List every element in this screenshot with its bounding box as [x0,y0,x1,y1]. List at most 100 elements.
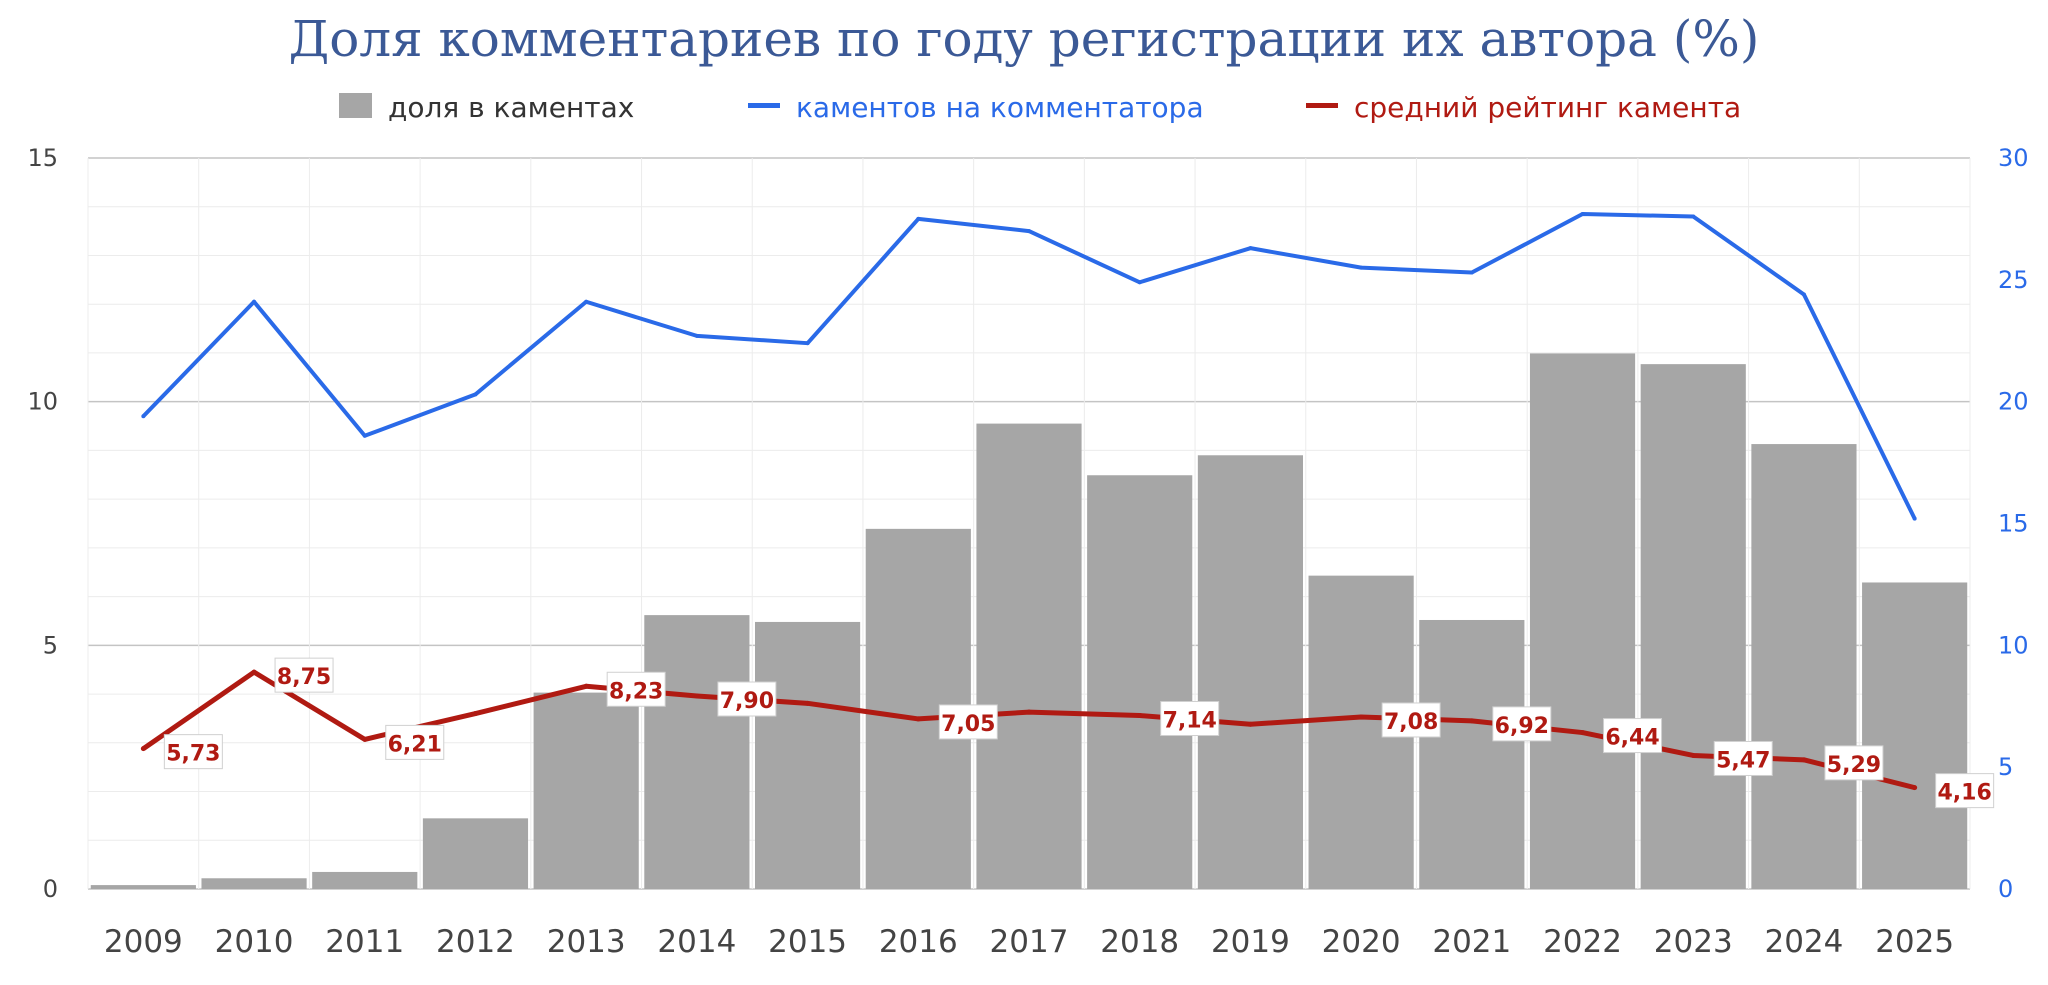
avg-rating-point-2017 [1026,709,1032,715]
avg-rating-label-2025: 4,16 [1935,773,1995,809]
data-label-box [1935,773,1995,809]
data-label-text: 4,16 [1938,781,1992,806]
avg-rating-label-2014: 7,90 [717,681,777,717]
data-label-box [163,734,223,770]
data-label-text: 6,21 [388,732,442,757]
avg-rating-label-2018: 7,14 [1160,701,1220,737]
avg-rating-label-2021: 6,92 [1492,706,1552,742]
y-right-tick-30: 30 [1998,144,2029,172]
data-label-text: 7,05 [941,712,995,737]
avg-rating-point-2019 [1247,721,1253,727]
comments-per-author-point-2019 [1248,246,1253,251]
avg-rating-label-2009: 5,73 [163,734,223,770]
bar-2021 [1419,619,1525,889]
x-tick-2009: 2009 [104,924,183,960]
avg-rating-label-2023: 5,47 [1713,740,1773,776]
data-label-text: 8,23 [609,679,663,704]
y-left-tick-5: 5 [43,631,58,659]
avg-rating-label-2024: 5,29 [1824,745,1884,781]
y-left-tick-0: 0 [43,875,58,903]
x-tick-2013: 2013 [547,924,626,960]
data-label-text: 8,75 [277,665,331,690]
bar-2012 [422,818,529,889]
comments-per-author-point-2013 [584,299,589,304]
comments-per-author-point-2016 [916,216,921,221]
x-tick-2022: 2022 [1543,924,1622,960]
bar-series [90,353,1968,890]
bar-2013 [533,692,639,889]
x-tick-2014: 2014 [657,924,736,960]
avg-rating-label-2011: 6,21 [385,724,445,760]
x-tick-2020: 2020 [1322,924,1401,960]
avg-rating-point-2023 [1690,752,1696,758]
comments-per-author-point-2021 [1469,270,1474,275]
avg-rating-point-2011 [362,736,368,742]
data-label-box [1160,701,1220,737]
avg-rating-label-2020: 7,08 [1381,702,1441,738]
x-tick-2023: 2023 [1654,924,1733,960]
comments-per-author-point-2020 [1359,265,1364,270]
bar-2011 [312,871,418,889]
legend-label-bars: доля в каментах [388,91,634,124]
x-tick-2010: 2010 [215,924,294,960]
comments-per-author-point-2024 [1801,292,1806,297]
comments-per-author-point-2017 [1027,229,1031,234]
bar-2019 [1197,455,1303,889]
comments-per-author-point-2018 [1137,280,1142,285]
avg-rating-point-2014 [694,693,700,699]
comments-per-author-point-2010 [252,299,257,304]
avg-rating-point-2009 [140,746,146,752]
bar-2015 [755,621,861,889]
data-label-text: 5,73 [166,742,220,767]
comments-per-author-point-2022 [1580,212,1585,217]
y-left-tick-15: 15 [27,144,58,172]
data-label-text: 7,90 [720,689,774,714]
avg-rating-point-2013 [583,683,589,689]
avg-rating-label-2010: 8,75 [274,657,334,693]
x-tick-2021: 2021 [1432,924,1511,960]
data-labels: 5,73 8,75 6,21 8,23 7,90 7,05 7,14 7,08 6,92 6,44… [163,657,1995,809]
data-label-text: 5,47 [1716,748,1770,773]
comments-per-author-point-2012 [473,392,478,397]
comments-per-author-point-2011 [362,433,367,438]
bar-2022 [1529,353,1636,889]
bar-2018 [1087,475,1193,889]
data-label-text: 6,44 [1605,726,1659,751]
bar-2009 [90,885,196,889]
avg-rating-point-2015 [805,700,811,706]
avg-rating-point-2012 [472,711,478,717]
avg-rating-label-2022: 6,44 [1603,718,1663,754]
bar-2010 [201,878,307,889]
bar-2024 [1751,444,1857,889]
data-label-box [274,657,334,693]
x-tick-2025: 2025 [1875,924,1954,960]
x-tick-2018: 2018 [1100,924,1179,960]
legend-label-comments-per-author: каментов на комментатора [796,91,1204,124]
comments-per-author-point-2023 [1691,214,1696,219]
data-label-text: 5,29 [1827,753,1881,778]
legend-label-avg-rating: средний рейтинг камента [1354,91,1741,124]
legend: доля в каментах каментов на комментатора… [339,91,1741,124]
bar-2014 [644,615,750,889]
data-label-box [938,704,998,740]
data-label-box [1824,745,1884,781]
x-tick-2019: 2019 [1211,924,1290,960]
data-label-box [385,724,445,760]
x-tick-2012: 2012 [436,924,515,960]
avg-rating-point-2018 [1137,713,1143,719]
y-right-tick-5: 5 [1998,753,2013,781]
data-label-text: 7,14 [1163,709,1217,734]
bar-2025 [1862,582,1968,889]
legend-swatch-comments-per-author [748,103,780,108]
bar-2017 [976,423,1082,889]
avg-rating-label-2013: 8,23 [606,671,666,707]
avg-rating-point-2024 [1801,757,1807,763]
data-label-box [1381,702,1441,738]
x-tick-2015: 2015 [768,924,847,960]
y-right-tick-10: 10 [1998,631,2029,659]
avg-rating-point-2010 [251,669,257,675]
avg-rating-point-2021 [1469,718,1475,724]
data-label-box [1603,718,1663,754]
